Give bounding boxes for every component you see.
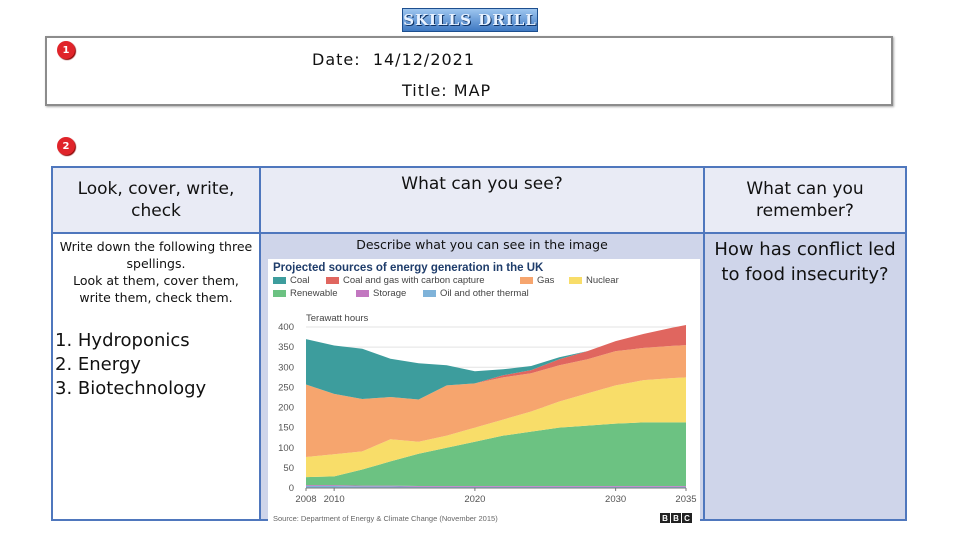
legend-label: Gas [537,275,555,286]
step-badge-2: 2 [57,137,75,155]
col3-body [703,232,907,521]
legend-label: Coal [290,275,310,286]
area-series [306,422,686,486]
bbc-logo-block [660,513,670,523]
date-line: Date: 14/12/2021 [312,50,475,69]
y-axis-label: Terawatt hours [306,313,369,324]
bbc-logo-block [671,513,681,523]
memory-question: How has conflict led to food insecurity? [714,239,896,285]
title-line: Title: MAP [402,81,491,100]
step-badge-1: 1 [57,41,75,59]
col1-body [51,232,261,521]
y-tick-label: 100 [278,443,294,454]
legend-label: Storage [373,288,406,299]
y-tick-label: 50 [283,463,294,474]
y-tick-label: 150 [278,423,294,434]
x-tick-label: 2020 [464,494,485,505]
y-tick-label: 350 [278,342,294,353]
chart-source: Source: Department of Energy & Climate C… [273,514,498,523]
legend-label: Coal and gas with carbon capture [343,275,485,286]
spelling-list: 1. Hydroponics 2. Energy 3. Biotechnolog… [55,329,206,401]
legend-swatch [356,290,369,297]
area-series [306,377,686,478]
energy-chart: Projected sources of energy generation i… [268,259,700,526]
skills-drill-logo: SKILLS DRILL [402,8,538,32]
bbc-logo-letter: C [684,514,690,523]
legend-swatch [520,277,533,284]
spelling-word: 2. Energy [55,354,141,375]
legend-label: Nuclear [586,275,619,286]
y-tick-label: 400 [278,322,294,333]
legend-swatch [326,277,339,284]
bbc-logo-block [682,513,692,523]
area-series [306,485,686,487]
date-value: 14/12/2021 [372,50,476,69]
legend-label: Oil and other thermal [440,288,529,299]
spelling-word: 1. Hydroponics [55,330,190,351]
col1-header-text: Look, cover, write, check [77,179,235,221]
x-tick-label: 2035 [675,494,696,505]
col2-header-text: What can you see? [401,174,563,194]
instruction-line-1: Write down the following three spellings… [59,239,253,271]
spelling-instructions: Write down the following three spellings… [57,238,255,306]
col3-header-text: What can you remember? [746,179,864,221]
x-tick-label: 2008 [295,494,316,505]
spelling-word: 3. Biotechnology [55,378,207,399]
x-tick-label: 2030 [605,494,626,505]
area-series [306,324,686,400]
bbc-logo-letter: B [662,514,668,523]
instruction-line-2: Look at them, cover them, write them, ch… [73,273,239,305]
describe-prompt: Describe what you can see in the image [356,237,608,252]
legend-swatch [273,290,286,297]
bbc-logo-letter: B [673,514,679,523]
title-label: Title: [402,81,448,100]
x-tick-label: 2010 [324,494,345,505]
energy-chart-svg: Projected sources of energy generation i… [273,262,697,523]
area-series [306,345,686,458]
title-value: MAP [453,81,492,100]
area-series [306,485,686,488]
legend-swatch [569,277,582,284]
legend-swatch [423,290,436,297]
legend-label: Renewable [290,288,338,299]
col1-header: Look, cover, write, check [51,166,261,234]
y-tick-label: 0 [289,483,294,494]
col3-header: What can you remember? [703,166,907,234]
legend-swatch [273,277,286,284]
date-label: Date: [312,50,361,69]
y-tick-label: 250 [278,382,294,393]
header-box [45,36,893,106]
y-tick-label: 200 [278,403,294,414]
y-tick-label: 300 [278,362,294,373]
col2-header: What can you see? [259,166,705,234]
chart-title: Projected sources of energy generation i… [273,262,544,274]
